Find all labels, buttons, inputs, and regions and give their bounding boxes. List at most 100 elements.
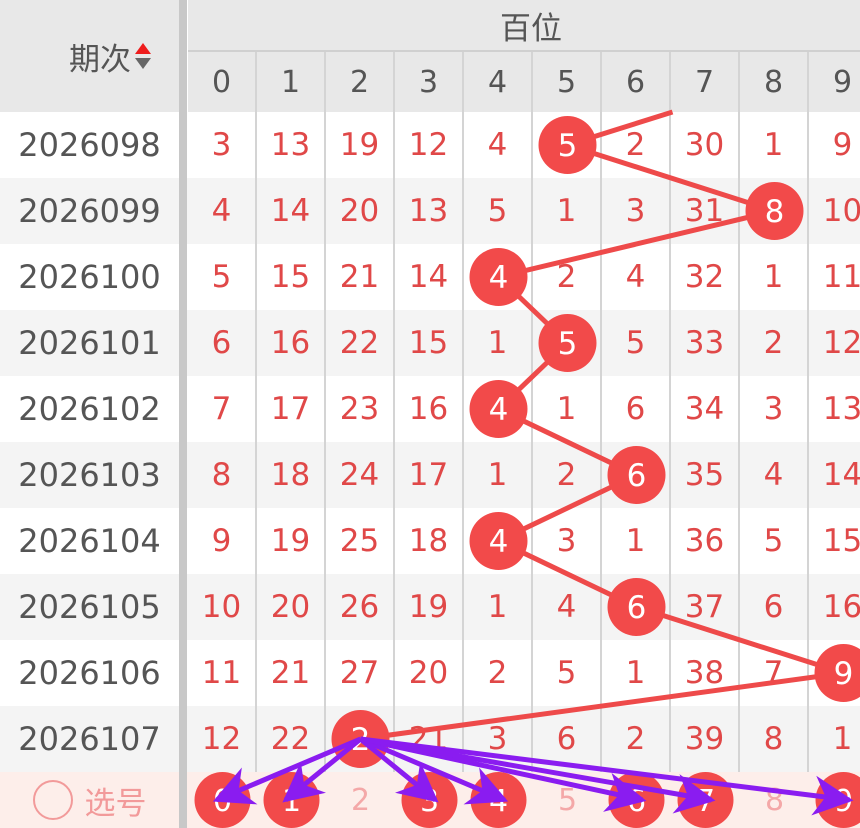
- digit-header-1: 1: [257, 52, 326, 112]
- hit-ball: [814, 644, 860, 702]
- omission-cell: 2: [464, 640, 533, 706]
- hit-ball: [469, 380, 528, 438]
- omission-cell: 23: [326, 376, 395, 442]
- omission-cell: 26: [326, 574, 395, 640]
- select-label[interactable]: 选号: [0, 772, 179, 828]
- omission-cell: 5: [533, 640, 602, 706]
- select-digit-2[interactable]: 2: [350, 782, 371, 818]
- issue-number: 2026105: [18, 588, 161, 626]
- table-row: 2026107 12 22 21 3 6 2 39 8 1: [0, 706, 860, 772]
- omission-cell: 8: [740, 706, 809, 772]
- omission-cell: 3: [602, 178, 671, 244]
- omission-cell: 2: [602, 112, 671, 178]
- column-divider: [179, 0, 187, 828]
- prediction-arrow: [359, 736, 509, 805]
- table-row: 2026102 7 17 23 16 1 6 34 3 13: [0, 376, 860, 442]
- select-label-text: 选号: [84, 785, 147, 822]
- omission-cell: 19: [326, 112, 395, 178]
- hit-ball-number: 6: [627, 590, 647, 626]
- omission-cell: 15: [809, 508, 860, 574]
- table-row: 2026099 4 14 20 13 5 1 3 31 10: [0, 178, 860, 244]
- omission-cell: 6: [740, 574, 809, 640]
- sort-icon[interactable]: [135, 43, 151, 69]
- omission-cell: 14: [395, 244, 464, 310]
- omission-cell: 4: [740, 442, 809, 508]
- group-header: 百位: [188, 0, 860, 52]
- selected-ball-number: 4: [489, 784, 508, 819]
- prediction-arrow: [282, 737, 363, 803]
- issue-number: 2026099: [18, 192, 161, 230]
- omission-cell: 13: [257, 112, 326, 178]
- issue-column: 期次: [0, 0, 182, 828]
- omission-cell: 20: [257, 574, 326, 640]
- digit-header-2: 2: [326, 52, 395, 112]
- omission-cell: 1: [533, 178, 602, 244]
- hit-ball: [607, 446, 666, 504]
- digit-header-3: 3: [395, 52, 464, 112]
- trend-line: [566, 142, 776, 214]
- omission-cell: 8: [188, 442, 257, 508]
- omission-cell: 17: [395, 442, 464, 508]
- omission-cell: 3: [464, 706, 533, 772]
- trend-line: [360, 670, 844, 742]
- omission-cell: 16: [809, 574, 860, 640]
- omission-cell: [740, 178, 809, 244]
- hit-ball: [538, 116, 597, 174]
- omission-cell: 20: [395, 640, 464, 706]
- omission-cell: 19: [395, 574, 464, 640]
- digit-header-0: 0: [188, 52, 257, 112]
- trend-line: [497, 208, 776, 280]
- digit-header-6: 6: [602, 52, 671, 112]
- hit-ball-number: 9: [834, 656, 854, 692]
- omission-cell: 22: [257, 706, 326, 772]
- omission-cell: 39: [671, 706, 740, 772]
- selected-ball-number: 7: [696, 784, 715, 819]
- digit-header-8: 8: [740, 52, 809, 112]
- omission-cell: 5: [464, 178, 533, 244]
- omission-cell: 14: [809, 442, 860, 508]
- radio-circle-icon[interactable]: [32, 780, 73, 820]
- omission-cell: 11: [809, 244, 860, 310]
- hit-ball-number: 5: [558, 128, 578, 164]
- omission-cell: [464, 376, 533, 442]
- omission-cell: 21: [326, 244, 395, 310]
- hit-ball: [469, 248, 528, 306]
- omission-cell: 2: [740, 310, 809, 376]
- select-digit-5[interactable]: 5: [557, 782, 578, 818]
- omission-cell: 16: [257, 310, 326, 376]
- omission-cell: 12: [395, 112, 464, 178]
- omission-cell: [326, 706, 395, 772]
- omission-cell: 4: [188, 178, 257, 244]
- omission-cell: 5: [188, 244, 257, 310]
- omission-cell: 24: [326, 442, 395, 508]
- table-row: 2026098 3 13 19 12 4 2 30 1 9: [0, 112, 860, 178]
- omission-cell: 14: [257, 178, 326, 244]
- table-row: 2026101 6 16 22 15 1 5 33 2 12: [0, 310, 860, 376]
- omission-cell: 13: [395, 178, 464, 244]
- digit-header-4: 4: [464, 52, 533, 112]
- omission-cell: 2: [533, 244, 602, 310]
- issue-header[interactable]: 期次: [0, 0, 179, 112]
- issue-number: 2026104: [18, 522, 161, 560]
- trend-line: [635, 604, 845, 676]
- omission-cell: 11: [188, 640, 257, 706]
- omission-cell: 30: [671, 112, 740, 178]
- issue-number: 2026101: [18, 324, 161, 362]
- omission-cell: 12: [188, 706, 257, 772]
- omission-cell: 7: [188, 376, 257, 442]
- omission-cell: [602, 574, 671, 640]
- omission-cell: 21: [257, 640, 326, 706]
- omission-cell: 6: [188, 310, 257, 376]
- omission-cell: 18: [395, 508, 464, 574]
- omission-cell: 15: [395, 310, 464, 376]
- omission-cell: 15: [257, 244, 326, 310]
- omission-cell: 33: [671, 310, 740, 376]
- issue-number: 2026100: [18, 258, 161, 296]
- omission-cell: 37: [671, 574, 740, 640]
- issue-header-label: 期次: [69, 41, 131, 78]
- omission-cell: 1: [602, 640, 671, 706]
- omission-cell: 5: [602, 310, 671, 376]
